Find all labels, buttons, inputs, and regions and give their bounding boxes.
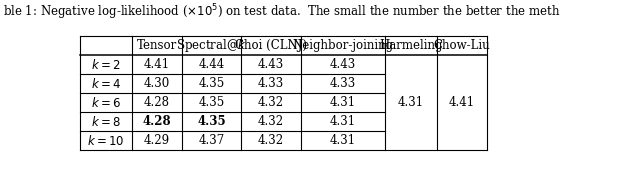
Text: 4.43: 4.43: [258, 58, 284, 71]
Text: 4.33: 4.33: [258, 77, 284, 90]
Text: 4.29: 4.29: [144, 134, 170, 147]
Text: Tensor: Tensor: [137, 39, 177, 52]
Text: Choi (CLNJ): Choi (CLNJ): [235, 39, 307, 52]
Text: Chow-Liu: Chow-Liu: [434, 39, 490, 52]
Text: 4.33: 4.33: [330, 77, 356, 90]
Text: ble 1: Negative log-likelihood ($\times10^5$) on test data.  The small the numbe: ble 1: Negative log-likelihood ($\times1…: [3, 3, 561, 22]
Text: 4.35: 4.35: [197, 115, 226, 128]
Text: 4.41: 4.41: [144, 58, 170, 71]
Text: $k=4$: $k=4$: [91, 76, 121, 91]
Text: 4.43: 4.43: [330, 58, 356, 71]
Text: 4.35: 4.35: [198, 77, 225, 90]
Text: 4.41: 4.41: [449, 96, 475, 109]
Text: 4.30: 4.30: [144, 77, 170, 90]
Text: 4.37: 4.37: [198, 134, 225, 147]
Text: 4.32: 4.32: [258, 96, 284, 109]
Text: 4.28: 4.28: [143, 115, 171, 128]
Text: 4.32: 4.32: [258, 134, 284, 147]
Text: 4.31: 4.31: [330, 134, 356, 147]
Text: Harmeling: Harmeling: [380, 39, 443, 52]
Text: 4.35: 4.35: [198, 96, 225, 109]
Text: Spectral@$k$: Spectral@$k$: [176, 37, 247, 54]
Text: 4.31: 4.31: [330, 96, 356, 109]
Text: $k=8$: $k=8$: [91, 115, 121, 129]
Text: 4.32: 4.32: [258, 115, 284, 128]
Text: $k=2$: $k=2$: [92, 58, 121, 72]
Text: $k=6$: $k=6$: [91, 96, 121, 109]
Text: 4.44: 4.44: [198, 58, 225, 71]
Text: Neighbor-joining: Neighbor-joining: [292, 39, 394, 52]
Text: 4.31: 4.31: [330, 115, 356, 128]
Text: 4.31: 4.31: [398, 96, 424, 109]
Text: $k=10$: $k=10$: [88, 133, 125, 148]
Text: 4.28: 4.28: [144, 96, 170, 109]
